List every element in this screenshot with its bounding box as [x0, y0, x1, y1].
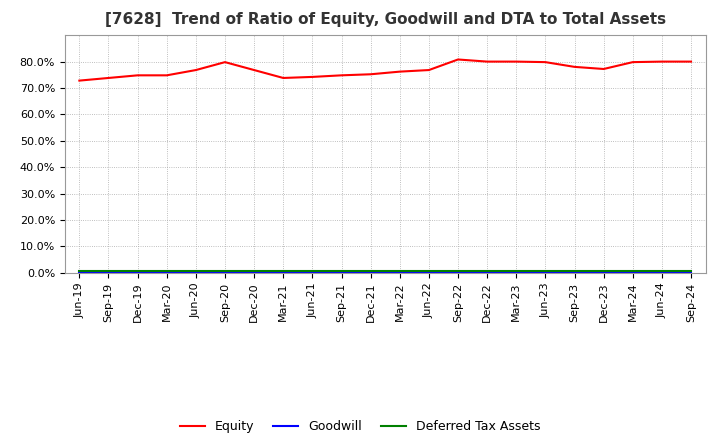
Deferred Tax Assets [687, 268, 696, 273]
Goodwill [308, 270, 317, 275]
Equity [541, 59, 550, 65]
Deferred Tax Assets [192, 268, 200, 273]
Goodwill [483, 270, 492, 275]
Deferred Tax Assets [483, 268, 492, 273]
Deferred Tax Assets [425, 268, 433, 273]
Goodwill [250, 270, 258, 275]
Goodwill [337, 270, 346, 275]
Goodwill [657, 270, 666, 275]
Equity [483, 59, 492, 64]
Deferred Tax Assets [512, 268, 521, 273]
Equity [657, 59, 666, 64]
Equity [512, 59, 521, 64]
Equity [220, 59, 229, 65]
Deferred Tax Assets [104, 268, 113, 273]
Goodwill [454, 270, 462, 275]
Deferred Tax Assets [279, 268, 287, 273]
Deferred Tax Assets [657, 268, 666, 273]
Deferred Tax Assets [337, 268, 346, 273]
Goodwill [541, 270, 550, 275]
Equity [687, 59, 696, 64]
Goodwill [104, 270, 113, 275]
Goodwill [599, 270, 608, 275]
Equity [599, 66, 608, 72]
Goodwill [512, 270, 521, 275]
Goodwill [629, 270, 637, 275]
Deferred Tax Assets [220, 268, 229, 273]
Title: [7628]  Trend of Ratio of Equity, Goodwill and DTA to Total Assets: [7628] Trend of Ratio of Equity, Goodwil… [104, 12, 666, 27]
Equity [104, 75, 113, 81]
Goodwill [425, 270, 433, 275]
Deferred Tax Assets [570, 268, 579, 273]
Equity [337, 73, 346, 78]
Deferred Tax Assets [599, 268, 608, 273]
Equity [192, 67, 200, 73]
Goodwill [279, 270, 287, 275]
Deferred Tax Assets [133, 268, 142, 273]
Goodwill [192, 270, 200, 275]
Goodwill [395, 270, 404, 275]
Deferred Tax Assets [454, 268, 462, 273]
Equity [570, 64, 579, 70]
Deferred Tax Assets [366, 268, 375, 273]
Deferred Tax Assets [395, 268, 404, 273]
Equity [454, 57, 462, 62]
Equity [279, 75, 287, 81]
Goodwill [163, 270, 171, 275]
Equity [75, 78, 84, 83]
Deferred Tax Assets [75, 268, 84, 273]
Equity [425, 67, 433, 73]
Equity [163, 73, 171, 78]
Deferred Tax Assets [163, 268, 171, 273]
Deferred Tax Assets [250, 268, 258, 273]
Equity [366, 72, 375, 77]
Goodwill [75, 270, 84, 275]
Deferred Tax Assets [308, 268, 317, 273]
Deferred Tax Assets [629, 268, 637, 273]
Line: Equity: Equity [79, 59, 691, 81]
Equity [308, 74, 317, 80]
Equity [395, 69, 404, 74]
Goodwill [687, 270, 696, 275]
Equity [250, 67, 258, 73]
Goodwill [366, 270, 375, 275]
Equity [629, 59, 637, 65]
Deferred Tax Assets [541, 268, 550, 273]
Legend: Equity, Goodwill, Deferred Tax Assets: Equity, Goodwill, Deferred Tax Assets [175, 415, 545, 438]
Goodwill [570, 270, 579, 275]
Goodwill [220, 270, 229, 275]
Equity [133, 73, 142, 78]
Goodwill [133, 270, 142, 275]
